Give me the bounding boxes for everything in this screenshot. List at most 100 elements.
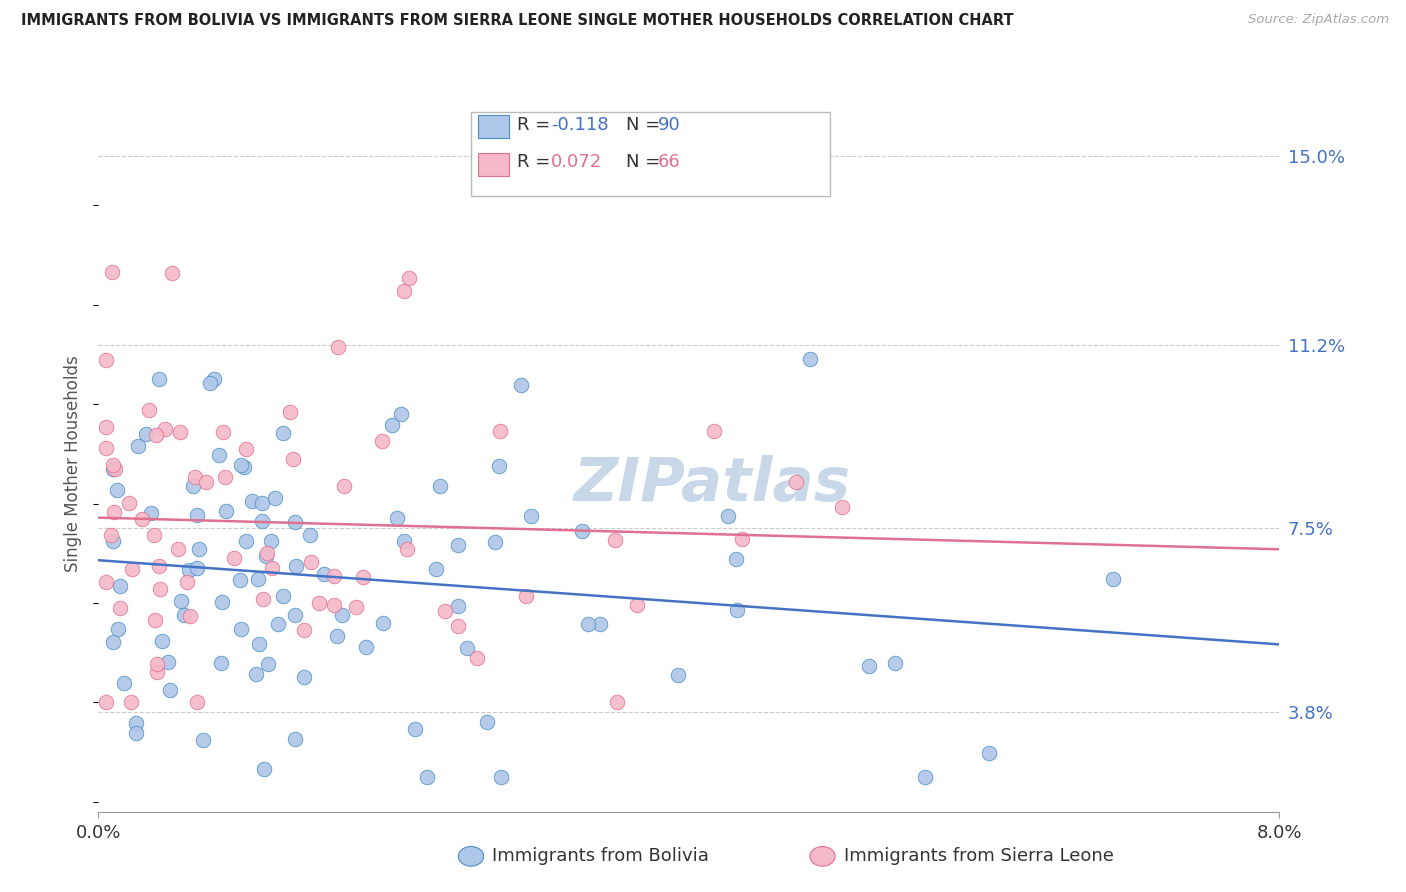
Point bbox=[150, 633, 173, 648]
Text: Source: ZipAtlas.com: Source: ZipAtlas.com bbox=[1249, 13, 1389, 27]
Point bbox=[606, 695, 628, 709]
Point bbox=[344, 599, 367, 614]
Point bbox=[94, 419, 117, 434]
Text: 66: 66 bbox=[658, 153, 681, 171]
Point bbox=[208, 448, 231, 462]
Point bbox=[489, 770, 512, 784]
Point bbox=[385, 510, 408, 524]
Point bbox=[254, 549, 277, 564]
Point bbox=[94, 575, 117, 590]
Point bbox=[515, 589, 537, 603]
Point bbox=[299, 555, 322, 569]
Point bbox=[326, 340, 349, 354]
Point bbox=[125, 716, 148, 731]
Point bbox=[125, 726, 148, 740]
Point bbox=[127, 439, 149, 453]
Point bbox=[94, 695, 117, 709]
Point bbox=[103, 635, 125, 649]
Text: R =: R = bbox=[517, 153, 557, 171]
Point bbox=[94, 353, 117, 368]
Point bbox=[186, 695, 208, 709]
Point bbox=[141, 506, 163, 520]
Point bbox=[247, 572, 270, 586]
Point bbox=[858, 659, 880, 673]
Point bbox=[177, 563, 200, 577]
Point bbox=[253, 763, 276, 777]
Point bbox=[235, 534, 257, 549]
Point bbox=[240, 494, 263, 508]
Point bbox=[576, 616, 599, 631]
Point bbox=[510, 378, 533, 392]
Point bbox=[222, 551, 245, 566]
Point bbox=[323, 599, 346, 613]
Point bbox=[520, 509, 543, 524]
Text: 0.072: 0.072 bbox=[551, 153, 602, 171]
Point bbox=[256, 546, 278, 560]
Point bbox=[284, 515, 307, 529]
Text: IMMIGRANTS FROM BOLIVIA VS IMMIGRANTS FROM SIERRA LEONE SINGLE MOTHER HOUSEHOLDS: IMMIGRANTS FROM BOLIVIA VS IMMIGRANTS FR… bbox=[21, 13, 1014, 29]
Point bbox=[159, 683, 181, 698]
Point bbox=[202, 372, 225, 386]
Point bbox=[284, 731, 307, 746]
Point bbox=[724, 552, 747, 566]
Point bbox=[169, 425, 191, 440]
Point bbox=[446, 538, 468, 552]
Point bbox=[235, 442, 257, 456]
Point bbox=[262, 561, 284, 575]
Point bbox=[396, 541, 419, 556]
Point bbox=[425, 562, 447, 576]
Point bbox=[103, 462, 125, 476]
Text: Immigrants from Sierra Leone: Immigrants from Sierra Leone bbox=[844, 847, 1114, 865]
Point bbox=[330, 608, 353, 623]
Point bbox=[187, 542, 209, 557]
Point bbox=[94, 442, 117, 456]
Point bbox=[212, 425, 235, 439]
Point bbox=[389, 407, 412, 421]
Point bbox=[447, 619, 470, 633]
Point bbox=[264, 491, 287, 505]
Point bbox=[143, 528, 166, 542]
Point bbox=[785, 475, 807, 489]
Point bbox=[314, 567, 336, 582]
Text: N =: N = bbox=[626, 153, 665, 171]
Point bbox=[352, 569, 374, 583]
Point bbox=[146, 665, 169, 679]
Text: R =: R = bbox=[517, 116, 557, 134]
Point bbox=[831, 500, 853, 515]
Point bbox=[914, 770, 936, 784]
Point bbox=[194, 475, 217, 489]
Point bbox=[170, 594, 193, 608]
Point bbox=[456, 640, 478, 655]
Point bbox=[298, 528, 321, 542]
Point bbox=[108, 579, 131, 593]
Text: Immigrants from Bolivia: Immigrants from Bolivia bbox=[492, 847, 709, 865]
Point bbox=[138, 403, 160, 417]
Point bbox=[322, 569, 344, 583]
Point bbox=[211, 595, 233, 609]
Point bbox=[278, 405, 301, 419]
Point bbox=[257, 657, 280, 671]
Point bbox=[703, 424, 725, 438]
Point bbox=[118, 496, 141, 510]
Point bbox=[176, 575, 198, 590]
Point bbox=[267, 617, 290, 632]
Point bbox=[433, 604, 456, 618]
Point bbox=[465, 651, 488, 665]
Point bbox=[252, 514, 274, 528]
Point bbox=[209, 656, 232, 670]
Point bbox=[229, 573, 252, 587]
Point bbox=[103, 505, 125, 519]
Point bbox=[186, 560, 208, 574]
Point bbox=[271, 425, 294, 440]
Point bbox=[229, 458, 252, 472]
Point bbox=[571, 524, 593, 538]
Point bbox=[326, 629, 349, 643]
Point bbox=[371, 434, 394, 449]
Point bbox=[112, 675, 135, 690]
Point bbox=[250, 496, 273, 510]
Point bbox=[260, 533, 283, 548]
Point bbox=[394, 284, 416, 298]
Point bbox=[107, 622, 129, 636]
Point bbox=[589, 616, 612, 631]
Point bbox=[104, 462, 127, 476]
